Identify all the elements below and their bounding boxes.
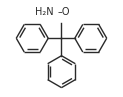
Text: H₂N: H₂N — [35, 7, 54, 17]
Text: –O: –O — [58, 7, 70, 17]
